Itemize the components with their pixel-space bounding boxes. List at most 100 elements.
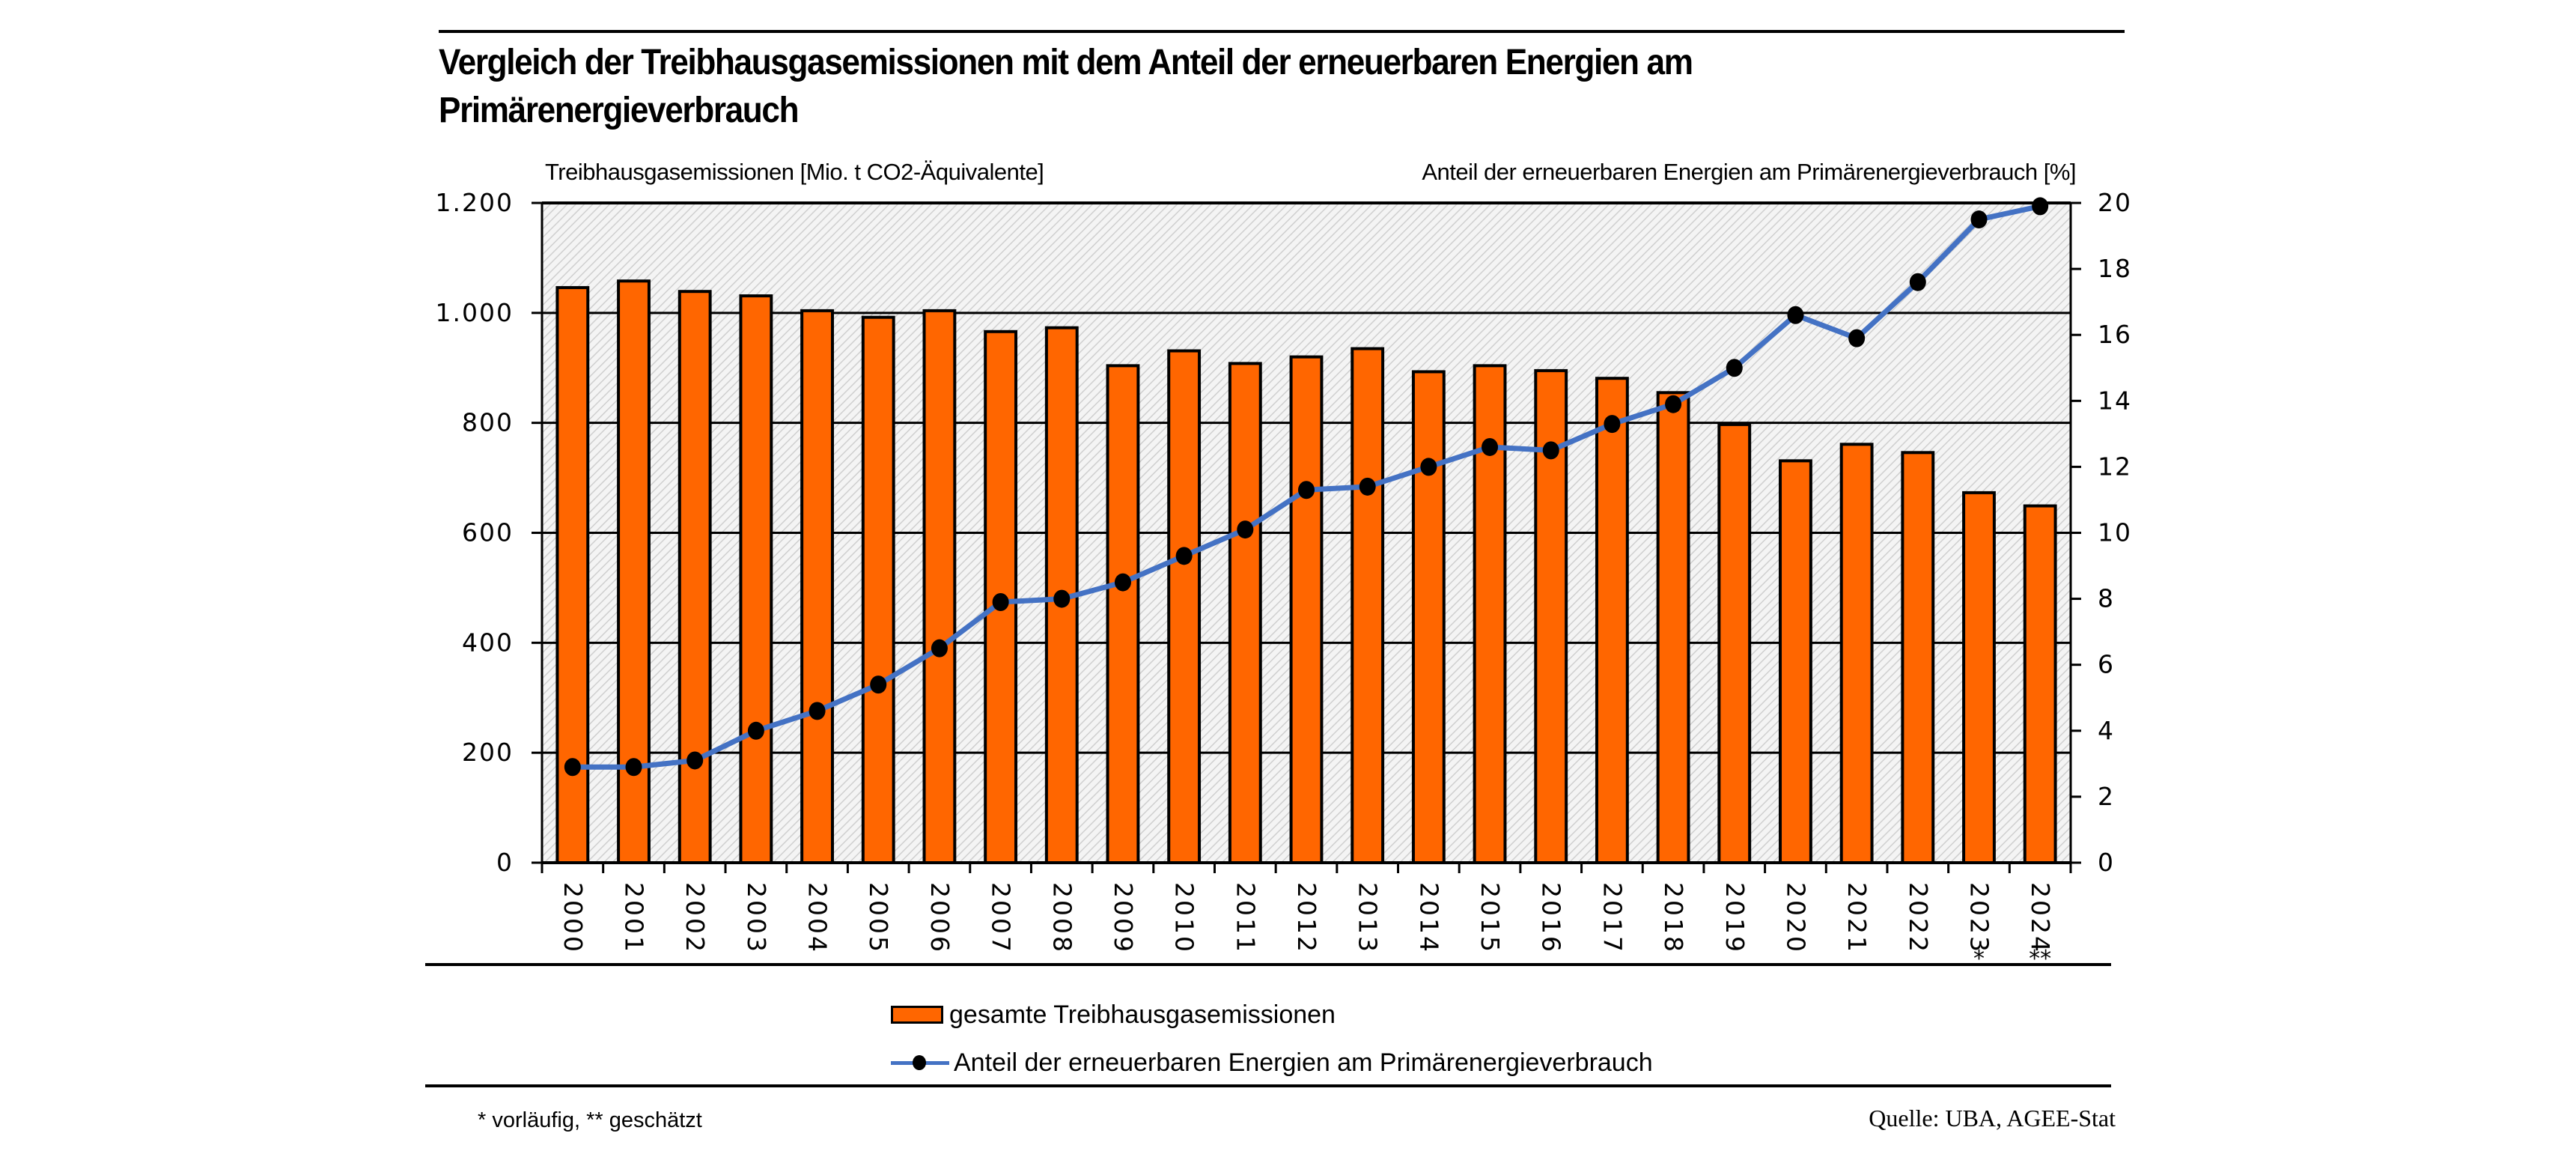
x-tick-label-2019: 2019 <box>1720 882 1750 954</box>
bar-2022 <box>1901 451 1935 864</box>
legend-item-renewables: Anteil der erneuerbaren Energien am Prim… <box>891 1044 1653 1081</box>
marker-2015 <box>1482 437 1499 456</box>
right-tick-label: 4 <box>2098 716 2115 745</box>
bar-2004 <box>800 309 834 864</box>
source-note: Quelle: UBA, AGEE-Stat <box>1869 1105 2116 1132</box>
x-tick-label-2022: 2022 <box>1904 882 1933 954</box>
x-tick-label-2017: 2017 <box>1598 882 1627 954</box>
bar-2012 <box>1289 355 1324 865</box>
left-tick-label: 600 <box>462 518 514 547</box>
x-tick-label-2011: 2011 <box>1231 882 1260 954</box>
bar-2019 <box>1717 422 1752 864</box>
legend-item-emissions: gesamte Treibhausgasemissionen <box>891 996 1336 1033</box>
right-tick-label: 18 <box>2098 254 2132 283</box>
x-tick-label-2018: 2018 <box>1659 882 1688 954</box>
left-tick-label: 800 <box>462 408 514 437</box>
marker-2010 <box>1175 547 1193 565</box>
legend-bottom-rule <box>425 1084 2111 1087</box>
x-tick-label-2006: 2006 <box>925 882 954 954</box>
right-tick-label: 8 <box>2098 584 2115 613</box>
x-tick-suffix: ** <box>2029 946 2051 972</box>
x-tick-label-2003: 2003 <box>742 882 771 954</box>
marker-2020 <box>1787 306 1804 324</box>
x-tick-label-2009: 2009 <box>1109 882 1138 954</box>
right-tick-label: 10 <box>2098 518 2132 547</box>
footnote: * vorläufig, ** geschätzt <box>478 1108 702 1132</box>
x-tick-label-2004: 2004 <box>803 882 832 954</box>
top-rule <box>439 30 2125 33</box>
legend-line-marker-icon <box>891 1054 949 1072</box>
x-tick-label-2007: 2007 <box>987 882 1016 954</box>
x-tick-label-2008: 2008 <box>1047 882 1077 954</box>
marker-2000 <box>564 758 581 777</box>
left-tick-label: 1.200 <box>436 188 514 217</box>
bar-2018 <box>1656 391 1690 864</box>
marker-2018 <box>1665 395 1682 413</box>
x-tick-label-2020: 2020 <box>1781 882 1810 954</box>
bar-2013 <box>1351 347 1385 865</box>
marker-2021 <box>1848 329 1866 347</box>
left-tick-label: 400 <box>462 628 514 657</box>
x-tick-label-2002: 2002 <box>680 882 710 954</box>
marker-2002 <box>686 751 704 770</box>
marker-2013 <box>1359 477 1376 496</box>
bar-2010 <box>1167 349 1202 864</box>
left-tick-labels: 0 200 400 600 800 1.000 1.200 <box>436 188 514 877</box>
right-tick-label: 14 <box>2098 386 2132 415</box>
x-tick-label-2013: 2013 <box>1354 882 1383 954</box>
right-tick-label: 16 <box>2098 320 2132 349</box>
legend-label-emissions: gesamte Treibhausgasemissionen <box>949 1000 1336 1029</box>
left-axis-title: Treibhausgasemissionen [Mio. t CO2-Äquiv… <box>545 159 1044 185</box>
right-tick-label: 0 <box>2098 848 2115 877</box>
right-tick-label: 20 <box>2098 188 2132 217</box>
axis-bottom-rule <box>425 963 2111 966</box>
bar-2006 <box>922 309 957 864</box>
bar-2020 <box>1779 459 1812 864</box>
marker-2001 <box>625 758 642 777</box>
bar-2000 <box>555 286 590 865</box>
bar-2007 <box>984 330 1018 865</box>
marker-2003 <box>747 721 764 740</box>
x-tick-label-2010: 2010 <box>1170 882 1199 954</box>
bar-2021 <box>1839 443 1874 864</box>
marker-2014 <box>1420 458 1437 476</box>
right-axis-title: Anteil der erneuerbaren Energien am Prim… <box>1422 159 2076 185</box>
legend-label-renewables: Anteil der erneuerbaren Energien am Prim… <box>954 1048 1653 1077</box>
bar-2014 <box>1411 370 1446 864</box>
marker-2016 <box>1542 441 1559 460</box>
left-tick-label: 1.000 <box>436 298 514 327</box>
bar-2011 <box>1228 362 1262 865</box>
right-tick-label: 12 <box>2098 452 2132 481</box>
marker-2023 <box>1970 210 1988 229</box>
marker-2017 <box>1604 415 1621 434</box>
x-tick-label-2023: 2023 <box>1964 882 1994 954</box>
left-tick-label: 0 <box>496 848 514 877</box>
renewables-line <box>564 197 2049 777</box>
axes <box>532 201 2081 873</box>
marker-2004 <box>809 702 826 720</box>
bar-2023 <box>1962 491 1996 864</box>
x-tick-label-2021: 2021 <box>1842 882 1872 954</box>
bars <box>555 279 2057 865</box>
marker-2007 <box>992 593 1009 612</box>
x-tick-labels: 2000 2001 2002 2003 2004 2005 2006 2007 2008 2009… <box>558 882 2055 972</box>
marker-2006 <box>931 639 948 658</box>
bar-2003 <box>739 294 773 864</box>
x-tick-suffix: * <box>1973 946 1985 972</box>
bar-2017 <box>1595 377 1629 864</box>
bar-2009 <box>1106 364 1140 864</box>
marker-2011 <box>1237 520 1254 539</box>
marker-2008 <box>1053 589 1071 608</box>
x-tick-label-2016: 2016 <box>1537 882 1566 954</box>
marker-2005 <box>870 675 887 694</box>
marker-2012 <box>1298 481 1315 499</box>
x-tick-label-2015: 2015 <box>1476 882 1505 954</box>
chart: 0 200 400 600 800 1.000 1.200 0 2 4 6 8 10 12 14 16 18 2… <box>436 188 2132 972</box>
legend-bar-swatch-icon <box>891 1006 943 1024</box>
bar-2024 <box>2023 504 2057 864</box>
right-tick-label: 2 <box>2098 782 2115 811</box>
marker-2019 <box>1726 359 1743 377</box>
chart-title: Vergleich der Treibhausgasemissionen mit… <box>439 43 1693 130</box>
x-tick-label-2012: 2012 <box>1292 882 1321 954</box>
x-tick-label-2014: 2014 <box>1414 882 1443 954</box>
